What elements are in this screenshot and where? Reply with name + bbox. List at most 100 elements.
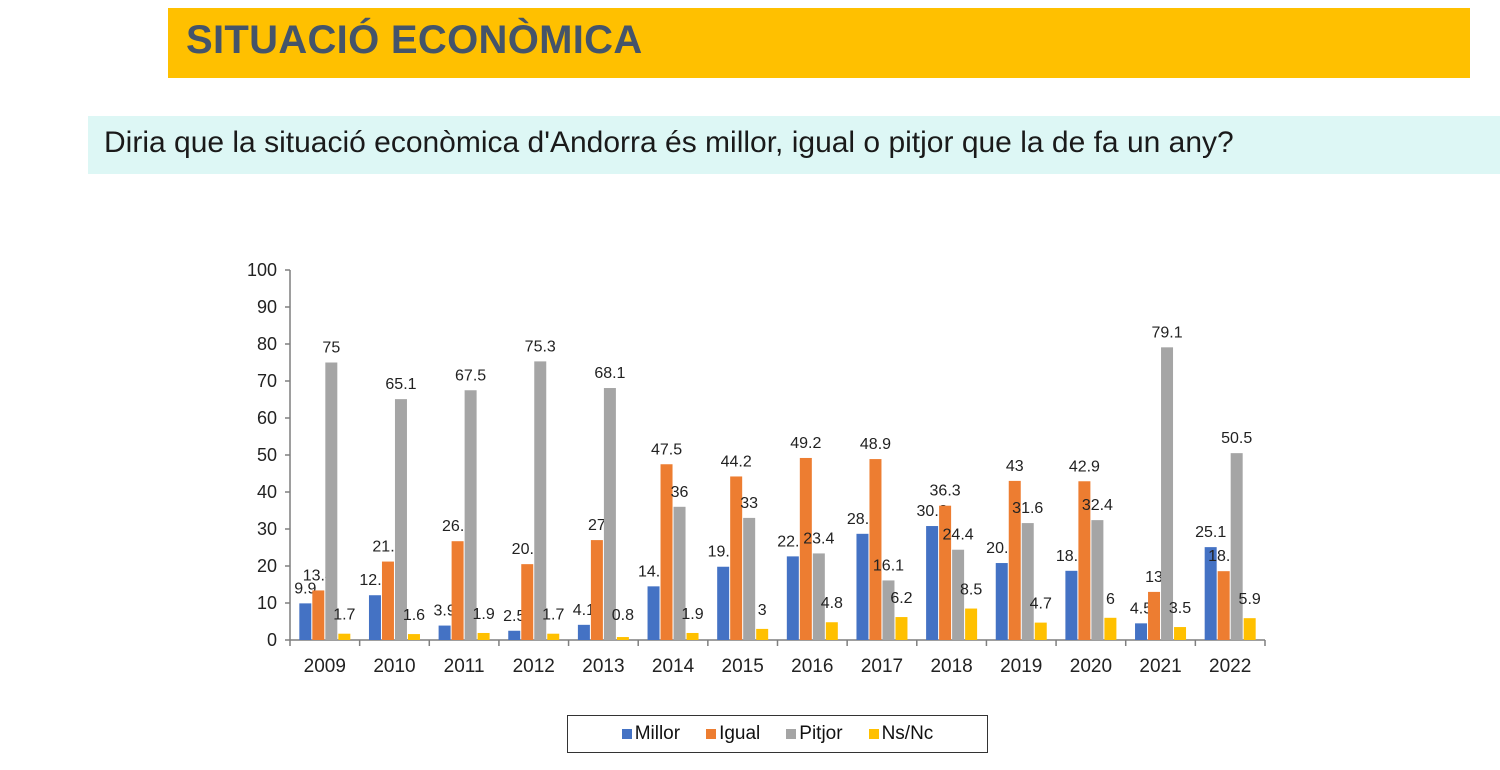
bar-igual [590,540,603,640]
legend-label: Ns/Nc [881,723,934,744]
x-tick-label: 2015 [722,656,764,677]
bar-millor [926,526,939,640]
bar-igual [1008,480,1021,640]
data-label: 4.5 [1130,600,1152,617]
data-label: 16.1 [873,557,904,574]
bar-millor [856,533,869,640]
bar-nsnc [1034,622,1047,640]
bar-millor [647,586,660,640]
data-label: 1.7 [333,607,355,624]
data-label: 24.4 [943,527,974,544]
x-tick-label: 2016 [791,656,833,677]
data-label: 4.1 [573,602,595,619]
bar-igual [381,561,394,640]
data-label: 67.5 [455,367,486,384]
bar-pitjor [882,580,895,640]
bar-millor [1135,623,1148,640]
legend-swatch-millor [621,729,632,739]
x-tick-label: 2020 [1070,656,1112,677]
x-tick-label: 2017 [861,656,903,677]
data-label: 23.4 [803,530,834,547]
y-tick-label: 50 [257,445,277,465]
data-label: 3 [758,602,767,619]
data-label: 3.9 [433,603,455,620]
bar-igual [1217,571,1230,640]
legend-label: Millor [634,723,681,744]
legend-item-millor: Millor [621,723,681,745]
bar-chart: 0 10 20 30 40 50 60 70 80 90 100 2009 2010 2011 2012 20… [247,260,1266,677]
data-label: 43 [1006,458,1024,475]
bar-millor [1204,547,1217,640]
y-tick-label: 100 [247,260,277,280]
x-tick-label: 2010 [373,656,415,677]
data-label: 9.9 [294,580,316,597]
data-label: 6.2 [890,590,912,607]
data-label: 1.9 [472,606,494,623]
y-tick-label: 0 [267,630,277,650]
data-label: 47.5 [651,441,682,458]
bar-pitjor [1161,347,1174,640]
data-label: 49.2 [790,435,821,452]
bar-nsnc [407,634,420,640]
y-tick-label: 70 [257,371,277,391]
legend-swatch-igual [706,729,717,739]
bar-nsnc [1243,618,1256,640]
legend-item-nsnc: Ns/Nc [868,723,934,745]
data-label: 75 [322,340,340,357]
bar-millor [438,625,451,640]
bar-pitjor [743,517,756,640]
legend-label: Igual [719,723,761,744]
data-label: 75.3 [525,338,556,355]
bar-nsnc [825,622,838,640]
bar-millor [368,595,381,640]
chart-legend: Millor Igual Pitjor Ns/Nc [567,715,988,753]
bar-nsnc [895,617,908,640]
data-label: 4.8 [821,595,843,612]
bar-millor [299,603,312,640]
data-label: 4.7 [1030,596,1052,613]
y-tick-label: 90 [257,297,277,317]
bar-pitjor [1091,520,1104,640]
bar-millor [786,556,799,640]
data-label: 1.7 [542,607,564,624]
survey-question: Diria que la situació econòmica d'Andorr… [104,126,1234,159]
data-label: 27 [588,517,606,534]
data-label: 0.8 [612,607,634,624]
data-label: 3.5 [1169,600,1191,617]
bar-nsnc [1174,627,1187,640]
y-tick-label: 80 [257,334,277,354]
data-label: 65.1 [385,376,416,393]
data-label: 33 [740,495,758,512]
bar-pitjor [952,549,965,640]
y-tick-label: 40 [257,482,277,502]
data-label: 8.5 [960,582,982,599]
bar-nsnc [686,632,699,640]
x-tick-label: 2014 [652,656,695,677]
data-label: 68.1 [594,365,625,382]
bar-millor [717,566,730,640]
x-tick-label: 2012 [513,656,555,677]
bar-igual [521,564,534,640]
bar-pitjor [394,399,407,640]
bar-igual [1078,481,1091,640]
bar-pitjor [534,361,547,640]
bar-igual [730,476,743,640]
bar-millor [1065,570,1078,640]
bar-nsnc [756,628,769,640]
bar-igual [660,464,673,640]
bar-millor [995,563,1008,640]
bar-nsnc [965,608,978,640]
y-tick-label: 20 [257,556,277,576]
data-label: 2.5 [503,608,525,625]
bar-igual [451,541,464,640]
data-label: 25.1 [1195,524,1226,541]
data-label: 50.5 [1221,430,1252,447]
x-tick-label: 2013 [582,656,624,677]
data-label: 44.2 [721,453,752,470]
data-label: 32.4 [1082,497,1113,514]
question-banner: Diria que la situació econòmica d'Andorr… [88,116,1500,174]
bar-nsnc [547,633,560,640]
y-tick-label: 10 [257,593,277,613]
data-label: 42.9 [1069,458,1100,475]
x-tick-label: 2019 [1000,656,1042,677]
